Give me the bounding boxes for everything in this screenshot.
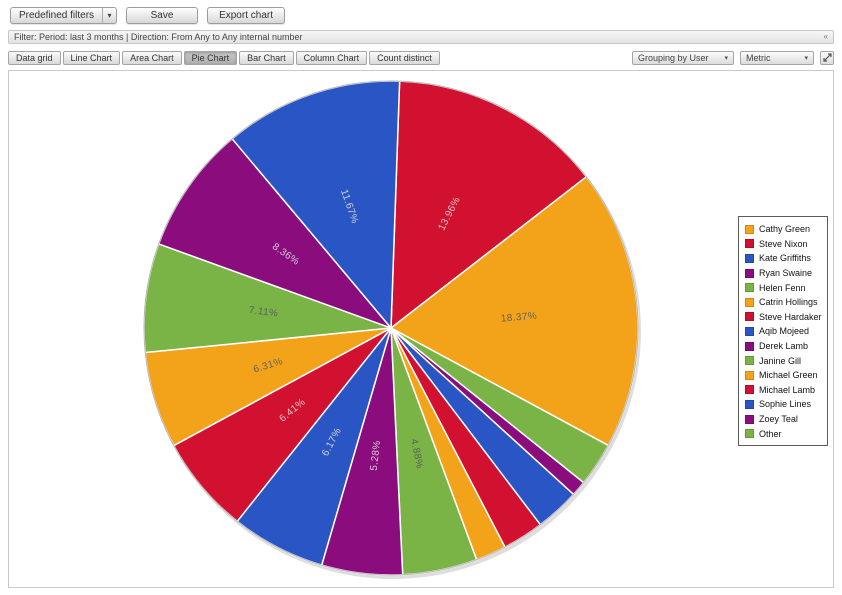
toolbar: Predefined filters ▾ Save Export chart [0,0,842,30]
legend-item: Steve Nixon [745,237,823,252]
grouping-select[interactable]: Grouping by User ▾ [632,50,734,65]
legend-item: Michael Lamb [745,383,823,398]
chevron-down-icon: ▾ [804,54,808,62]
legend-item: Zoey Teal [745,412,823,427]
tab-column-chart[interactable]: Column Chart [295,50,368,65]
legend-swatch [745,341,754,351]
predefined-filters-label: Predefined filters [19,10,95,21]
legend-label: Cathy Green [759,224,811,235]
legend-item: Catrin Hollings [745,295,823,310]
save-button-label: Save [150,10,174,21]
legend-swatch [745,326,754,336]
tab-line-chart[interactable]: Line Chart [62,50,121,65]
legend-swatch [745,312,754,322]
legend-item: Cathy Green [745,222,823,237]
legend-item: Aqib Mojeed [745,324,823,339]
legend-item: Helen Fenn [745,280,823,295]
filter-bar: Filter: Period: last 3 months | Directio… [8,30,834,44]
legend-label: Janine Gill [759,355,802,366]
legend-swatch [745,268,754,278]
legend-label: Helen Fenn [759,282,806,293]
legend-item: Michael Green [745,368,823,383]
legend-item: Ryan Swaine [745,266,823,281]
legend-item: Derek Lamb [745,339,823,354]
legend-label: Derek Lamb [759,341,809,352]
metric-select-value: Metric [746,52,771,63]
legend-swatch [745,429,754,439]
export-chart-button[interactable]: Export chart [207,7,286,24]
legend-label: Catrin Hollings [759,297,818,308]
legend: Cathy Green Steve Nixon Kate Griffiths Ryan… [738,216,828,446]
legend-label: Kate Griffiths [759,253,811,264]
tab-data-grid[interactable]: Data grid [8,50,61,65]
legend-label: Ryan Swaine [759,268,813,279]
legend-label: Michael Lamb [759,384,816,395]
tab-area-chart[interactable]: Area Chart [122,50,182,65]
legend-item: Kate Griffiths [745,251,823,266]
legend-label: Steve Hardaker [759,311,822,322]
legend-label: Sophie Lines [759,399,812,410]
legend-item: Other [745,426,823,441]
chart-panel: 13.96% 18.37% 4.88% 5.28% 6.17% 6.41% 6.31% 7.1… [8,70,834,588]
pie-slice-label: 5.28% [369,440,384,471]
legend-swatch [745,385,754,395]
legend-label: Steve Nixon [759,238,808,249]
legend-label: Other [759,428,782,439]
pie-slice-label: 18.37% [500,311,537,325]
legend-label: Zoey Teal [759,414,798,425]
legend-swatch [745,399,754,409]
legend-swatch [745,370,754,380]
legend-item: Janine Gill [745,353,823,368]
pie-chart: 13.96%18.37%4.88%5.28%6.17%6.41%6.31%7.1… [143,80,641,579]
expand-button[interactable] [820,50,834,65]
legend-label: Aqib Mojeed [759,326,810,337]
tab-bar-chart[interactable]: Bar Chart [239,50,294,65]
chart-controls: Grouping by User ▾ Metric ▾ [632,50,834,65]
legend-swatch [745,283,754,293]
tab-count-distinct[interactable]: Count distinct [369,50,440,65]
filter-collapse-icon[interactable]: « [823,32,828,41]
pie-slice-label: 7.11% [248,305,279,320]
export-chart-label: Export chart [219,10,273,21]
legend-item: Steve Hardaker [745,310,823,325]
predefined-filters-button[interactable]: Predefined filters ▾ [10,7,118,24]
metric-select[interactable]: Metric ▾ [740,50,814,65]
legend-swatch [745,239,754,249]
legend-swatch [745,297,754,307]
legend-swatch [745,414,754,424]
legend-item: Sophie Lines [745,397,823,412]
chevron-down-icon[interactable]: ▾ [102,8,116,23]
chevron-down-icon: ▾ [724,54,728,62]
legend-swatch [745,253,754,263]
grouping-select-value: Grouping by User [638,52,709,63]
legend-swatch [745,356,754,366]
save-button[interactable]: Save [126,7,199,24]
tab-pie-chart[interactable]: Pie Chart [183,50,238,65]
filter-summary: Filter: Period: last 3 months | Directio… [14,32,303,42]
legend-swatch [745,224,754,234]
expand-icon [822,53,832,62]
legend-label: Michael Green [759,370,818,381]
chart-type-tabs: Data grid Line Chart Area Chart Pie Chart Ba… [8,50,834,65]
